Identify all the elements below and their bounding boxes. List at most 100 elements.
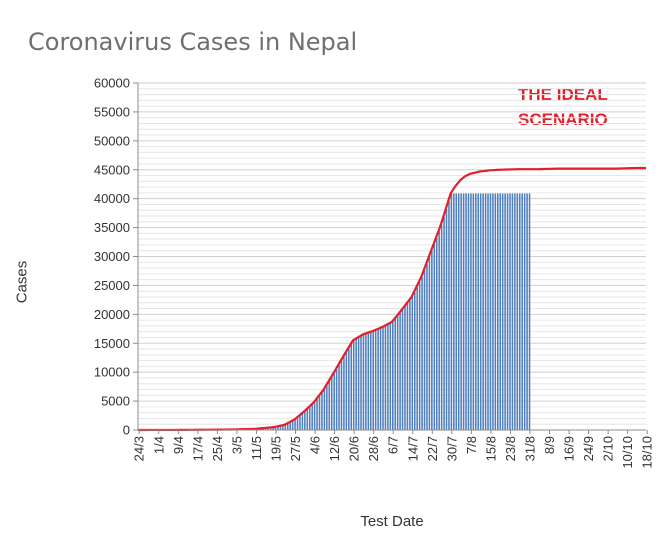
bar	[499, 193, 502, 430]
bar	[475, 193, 477, 430]
x-tick-label: 28/6	[366, 436, 381, 461]
y-tick-label: 35000	[94, 220, 130, 235]
y-tick-label: 45000	[94, 162, 130, 177]
x-ticks: 24/3 1/4 9/4 17/4 25/4 3/5 11/5 19/5 27/5 4/6 12/6…	[132, 430, 655, 469]
bar	[389, 323, 392, 430]
bar	[350, 344, 353, 430]
bar	[506, 193, 509, 430]
bar	[450, 193, 453, 430]
x-tick-label: 8/9	[542, 436, 557, 454]
bar	[523, 193, 526, 430]
bar	[284, 424, 287, 430]
bar	[392, 321, 394, 430]
y-tick-label: 30000	[94, 249, 130, 264]
x-tick-label: 3/5	[229, 436, 244, 454]
bar	[396, 314, 399, 430]
y-tick-label: 5000	[101, 394, 130, 409]
y-ticks: 0 5000 10000 15000 20000 25000 30000 35000 40000…	[94, 76, 138, 438]
x-tick-label: 10/10	[620, 436, 635, 469]
bar	[497, 193, 499, 430]
bar	[511, 193, 514, 430]
bar	[472, 193, 475, 430]
bar	[435, 237, 438, 430]
x-tick-label: 19/5	[268, 436, 283, 461]
bar	[269, 427, 272, 430]
bar	[299, 415, 301, 430]
bar	[440, 224, 443, 430]
bar	[423, 270, 426, 430]
bar	[345, 352, 348, 430]
bar	[455, 193, 458, 430]
x-tick-label: 24/9	[581, 436, 596, 461]
bar	[406, 303, 409, 430]
bar	[431, 250, 433, 430]
y-tick-label: 40000	[94, 191, 130, 206]
bar	[343, 356, 345, 430]
bar	[516, 193, 519, 430]
bar	[355, 338, 357, 430]
bar	[306, 409, 309, 430]
bar	[448, 201, 450, 430]
bar	[470, 193, 472, 430]
x-tick-label: 6/7	[386, 436, 401, 454]
bar	[328, 381, 331, 430]
bar	[482, 193, 484, 430]
bar	[267, 427, 269, 430]
x-axis-label: Test Date	[360, 513, 424, 530]
bar	[428, 257, 431, 430]
bar	[438, 231, 440, 430]
bars	[138, 193, 531, 430]
bar	[514, 193, 516, 430]
bar	[313, 402, 316, 430]
bar	[335, 369, 338, 430]
bar	[282, 425, 284, 430]
bar	[526, 193, 528, 430]
bar	[477, 193, 480, 430]
y-tick-label: 60000	[94, 76, 130, 91]
bar	[445, 209, 448, 430]
bar	[509, 193, 511, 430]
bar	[279, 425, 282, 430]
bar	[487, 193, 489, 430]
x-tick-label: 12/6	[327, 436, 342, 461]
bar	[501, 193, 504, 430]
bar	[318, 395, 321, 430]
y-tick-label: 0	[123, 423, 130, 438]
annotation-line-2: SCENARIO	[518, 110, 608, 129]
bar	[467, 193, 470, 430]
bar	[462, 193, 465, 430]
bar	[357, 337, 360, 430]
bar	[379, 328, 382, 430]
bar	[311, 404, 313, 430]
y-tick-label: 55000	[94, 104, 130, 119]
x-tick-label: 4/6	[308, 436, 323, 454]
bar	[528, 193, 531, 430]
bar	[365, 333, 367, 430]
bar	[443, 216, 445, 430]
bar	[333, 373, 335, 430]
bar	[387, 324, 389, 430]
y-tick-label: 50000	[94, 133, 130, 148]
x-tick-label: 7/8	[464, 436, 479, 454]
bar	[504, 193, 506, 430]
x-tick-label: 31/8	[522, 436, 537, 461]
bar	[521, 193, 523, 430]
x-tick-label: 30/7	[444, 436, 459, 461]
bar	[340, 360, 343, 430]
bar	[372, 331, 375, 430]
bar	[286, 423, 289, 430]
bar	[484, 193, 487, 430]
x-tick-label: 22/7	[425, 436, 440, 461]
bar	[348, 348, 350, 430]
bar	[374, 330, 377, 430]
bar	[272, 427, 274, 430]
bar	[411, 296, 414, 430]
x-tick-label: 23/8	[503, 436, 518, 461]
bar	[394, 318, 396, 430]
x-tick-label: 27/5	[288, 436, 303, 461]
bar	[489, 193, 492, 430]
bar	[457, 193, 460, 430]
y-tick-label: 10000	[94, 365, 130, 380]
bar	[265, 427, 267, 430]
bar	[418, 281, 421, 430]
